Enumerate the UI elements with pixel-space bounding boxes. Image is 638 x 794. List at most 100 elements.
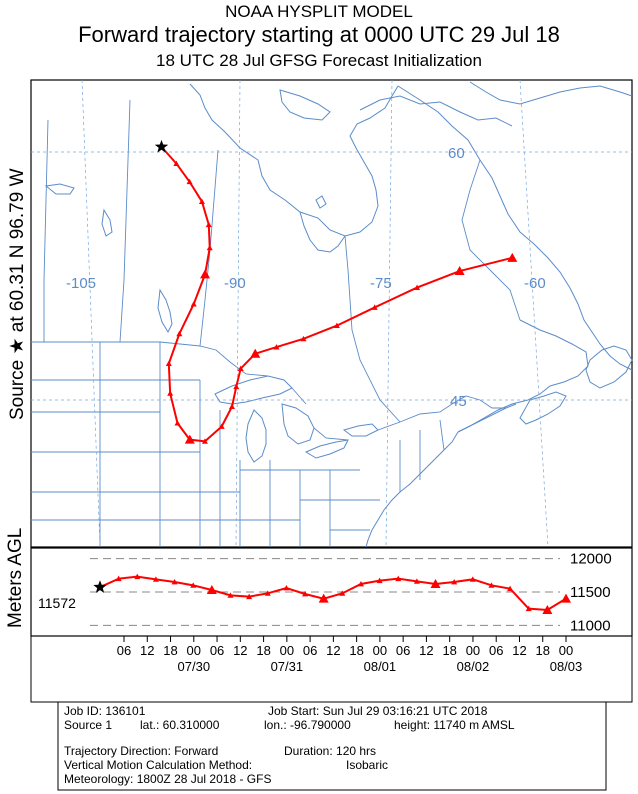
info-job-start: Job Start: Sun Jul 29 03:16:21 UTC 2018 <box>268 704 488 718</box>
height-marker <box>469 576 476 582</box>
height-marker <box>357 581 364 587</box>
trajectory-marker <box>300 335 307 342</box>
height-marker <box>246 593 253 600</box>
date-label: 08/01 <box>364 659 397 674</box>
trajectory-marker <box>218 423 225 429</box>
trajectory-marker <box>237 365 244 371</box>
us-east-coast <box>365 431 459 548</box>
trajectory-marker-12h <box>250 348 261 358</box>
date-label: 07/30 <box>178 659 211 674</box>
height-marker <box>283 585 290 591</box>
lake-huron <box>281 403 315 445</box>
hour-label: 00 <box>466 643 480 658</box>
height-marker <box>152 576 159 582</box>
trajectory-marker <box>165 360 172 367</box>
quebec-labrador-border <box>461 159 521 321</box>
meridian-label-90: -90 <box>224 275 246 292</box>
hour-label: 12 <box>419 643 433 658</box>
trajectory-marker <box>206 244 213 251</box>
source-location-label: Source ★ at 60.31 N 96.79 W <box>7 168 28 421</box>
lake-michigan <box>245 409 267 463</box>
hour-label: 00 <box>559 643 573 658</box>
info-job-id: Job ID: 136101 <box>64 704 146 718</box>
meridian-90 <box>235 79 241 548</box>
hour-label: 18 <box>442 643 456 658</box>
height-marker <box>525 605 532 612</box>
info-height: height: 11740 m AMSL <box>394 718 515 732</box>
belcher-islands <box>315 195 327 209</box>
hour-label: 18 <box>256 643 270 658</box>
height-marker-12h <box>542 605 553 614</box>
hour-label: 12 <box>233 643 247 658</box>
height-marker <box>339 590 346 596</box>
height-tick-12000: 12000 <box>570 551 612 568</box>
trajectory <box>154 139 518 444</box>
reindeer-lake <box>101 208 113 237</box>
hour-label: 18 <box>536 643 550 658</box>
us-state-lines <box>31 342 445 547</box>
height-marker <box>115 575 122 582</box>
lake-erie <box>304 439 349 459</box>
trajectory-marker <box>201 438 208 444</box>
height-marker <box>264 590 271 596</box>
meridian-105 <box>81 79 101 548</box>
parallel-label-45: 45 <box>450 393 467 410</box>
meridian-60 <box>519 79 549 548</box>
trajectory-marker <box>173 160 180 166</box>
james-bay-coast <box>299 211 346 253</box>
trajectory-marker-12h <box>184 434 195 444</box>
lake-ontario <box>342 423 379 437</box>
height-marker-12h <box>318 593 329 603</box>
hour-label: 06 <box>210 643 224 658</box>
meridian-label-105: -105 <box>66 275 96 292</box>
hour-label: 06 <box>489 643 503 658</box>
height-marker <box>507 585 514 592</box>
info-duration: Duration: 120 hrs <box>284 744 377 758</box>
gulf-st-lawrence <box>457 319 589 433</box>
height-marker <box>171 579 178 585</box>
maine-coast <box>457 403 517 433</box>
trajectory-marker <box>371 304 378 310</box>
graticule-labels: -105 -90 -75 -60 60 45 <box>66 145 546 410</box>
height-trajectory <box>93 573 571 614</box>
meridian-label-60: -60 <box>524 275 546 292</box>
hour-label: 12 <box>326 643 340 658</box>
trajectory-marker <box>205 221 212 228</box>
info-source: Source 1 <box>64 718 113 732</box>
model-title: NOAA HYSPLIT MODEL <box>225 2 413 21</box>
height-gridlines <box>90 558 560 626</box>
height-marker-12h <box>561 593 571 603</box>
time-axis: 06 12 18 00 06 12 18 00 06 12 18 00 06 12 18 00 06 12 18 00… <box>117 636 583 674</box>
labrador-coast <box>397 85 633 371</box>
height-marker <box>413 578 420 584</box>
info-direction: Trajectory Direction: Forward <box>64 744 219 758</box>
trajectory-marker-12h <box>200 269 211 279</box>
date-label: 08/02 <box>457 659 490 674</box>
date-label: 08/03 <box>550 659 583 674</box>
trajectory-marker <box>233 383 240 390</box>
height-axis-label: Meters AGL <box>5 527 26 628</box>
trajectory-marker <box>167 390 174 396</box>
parallel-label-60: 60 <box>448 145 465 162</box>
hudson-strait <box>359 95 513 127</box>
height-marker-12h <box>206 585 217 594</box>
graticule <box>31 79 632 548</box>
map-frame <box>30 79 633 548</box>
baffin-coast <box>469 81 633 105</box>
info-vertical-value: Isobaric <box>346 758 389 772</box>
height-marker-12h <box>430 579 441 588</box>
info-vertical-method: Vertical Motion Calculation Method: <box>64 758 253 772</box>
southampton-island <box>279 89 331 121</box>
height-tick-11000: 11000 <box>570 617 611 634</box>
map-area: -105 -90 -75 -60 60 45 <box>31 79 633 548</box>
alberta-sask-border <box>43 119 49 342</box>
trajectory-marker-12h <box>507 252 518 262</box>
us-canada-border <box>31 341 506 441</box>
hour-label: 12 <box>512 643 526 658</box>
hour-label: 00 <box>187 643 201 658</box>
trajectory-marker <box>228 403 235 410</box>
trajectory-marker <box>198 198 205 204</box>
info-meteorology: Meteorology: 1800Z 28 Jul 2018 - GFS <box>64 772 272 786</box>
height-marker <box>134 573 141 580</box>
height-marker <box>488 582 495 588</box>
